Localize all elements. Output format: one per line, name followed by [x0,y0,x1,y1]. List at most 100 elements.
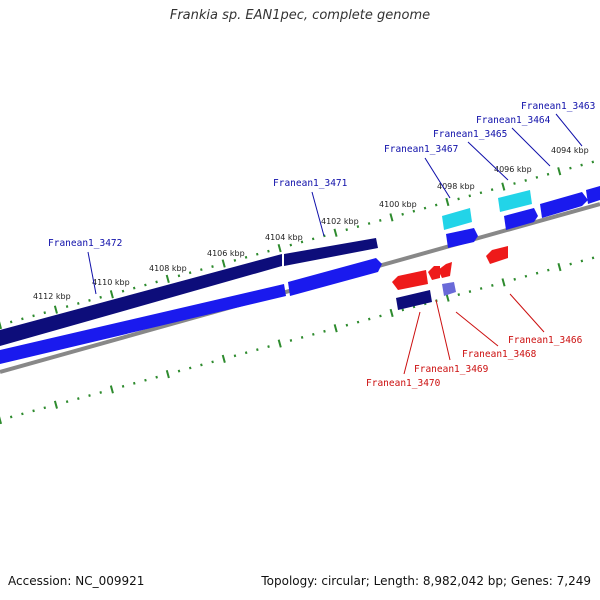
outer-tick [546,172,550,176]
scale-label-4098: 4098 kbp [437,182,475,191]
inner-tick [77,397,80,401]
inner-tick [155,375,158,379]
inner-tick [513,277,516,281]
outer-tick [445,197,450,207]
gene-franean1-3466[interactable] [486,246,508,264]
outer-tick [311,237,315,241]
gene-franean1-3465[interactable] [498,190,532,212]
gene-franean1-3472[interactable] [0,254,282,346]
outer-tick [233,258,237,262]
gene-forward-blue-edge[interactable] [586,186,600,204]
forward-genes [0,186,600,364]
outer-tick [423,206,427,210]
inner-tick [43,406,47,410]
outer-tick [244,255,248,259]
outer-tick [513,182,516,185]
outer-tick [434,203,438,207]
inner-tick [9,415,13,419]
outer-tick [211,265,214,268]
outer-tick [77,302,80,305]
inner-tick [524,274,528,278]
inner-tick [457,293,461,297]
outer-tick [200,268,203,272]
inner-tick [177,369,181,373]
genome-title: Frankia sp. EAN1pec, complete genome [169,8,431,23]
label-franean1-3471: Franean1_3471 [273,178,348,189]
inner-tick [99,391,102,394]
inner-tick [53,400,58,409]
label-franean1-3465: Franean1_3465 [433,129,507,140]
outer-tick [501,182,506,191]
inner-tick [267,345,270,349]
inner-tick [300,336,304,339]
label-franean1-3463: Franean1_3463 [521,101,595,112]
label-franean1-3468: Franean1_3468 [462,349,537,360]
outer-tick [65,305,69,308]
inner-tick [233,354,237,358]
outer-tick [221,259,226,268]
inner-tick [312,332,315,336]
gene-forward-blue-long-1[interactable] [0,284,286,364]
outer-tick [367,222,371,225]
outer-tick [277,243,282,253]
reverse-labels: Franean1_3470 Franean1_3469 Franean1_346… [366,335,583,389]
scale-label-4096: 4096 kbp [494,165,532,174]
outer-tick [524,179,527,182]
inner-tick [0,416,3,425]
gene-franean1-3469[interactable] [428,266,440,280]
inner-tick [32,409,35,413]
inner-tick [21,412,24,416]
outer-tick-row [0,160,595,330]
outer-tick [490,188,494,192]
outer-tick [535,175,539,179]
outer-tick [267,249,270,253]
inner-tick [323,329,326,333]
inner-tick [289,339,293,342]
inner-tick [501,278,506,287]
inner-tick [445,293,450,302]
inner-tick [221,354,226,363]
gene-forward-blue-long-2[interactable] [288,258,382,296]
inner-tick [244,351,248,355]
gene-reverse-light[interactable] [442,282,456,296]
outer-tick [591,160,595,164]
inner-tick [200,363,203,367]
inner-tick [379,314,382,318]
inner-tick [468,290,472,293]
outer-tick [300,240,304,244]
gene-franean1-3470-dark[interactable] [396,290,432,310]
label-franean1-3466: Franean1_3466 [508,335,583,346]
outer-tick [345,228,349,232]
label-franean1-3472: Franean1_3472 [48,238,122,249]
outer-tick [389,213,394,222]
gene-franean1-3464[interactable] [504,208,538,230]
inner-tick [479,287,483,290]
inner-tick [401,308,405,312]
gene-franean1-3471[interactable] [284,238,378,266]
inner-tick [121,384,125,388]
gene-franean1-3470[interactable] [392,270,428,290]
outer-tick [457,197,460,201]
inner-tick [547,268,550,272]
label-franean1-3469: Franean1_3469 [414,364,489,375]
genome-summary-text: Topology: circular; Length: 8,982,042 bp… [261,574,591,588]
outer-tick [379,219,382,222]
reverse-genes [392,246,508,310]
label-franean1-3467: Franean1_3467 [384,144,458,155]
gene-franean1-3468[interactable] [438,262,452,278]
outer-tick [255,252,259,256]
inner-tick [535,271,539,275]
scale-label-4108: 4108 kbp [149,264,187,273]
outer-tick [401,212,404,216]
inner-tick [356,320,360,324]
inner-tick [144,378,147,382]
outer-tick [21,317,24,321]
gene-franean1-3463[interactable] [540,192,588,218]
outer-tick [188,271,192,275]
gene-forward-blue-3[interactable] [446,228,478,248]
scale-label-4112: 4112 kbp [33,292,71,301]
inner-tick [569,262,572,266]
inner-tick [345,323,349,327]
gene-franean1-3467[interactable] [442,208,472,230]
